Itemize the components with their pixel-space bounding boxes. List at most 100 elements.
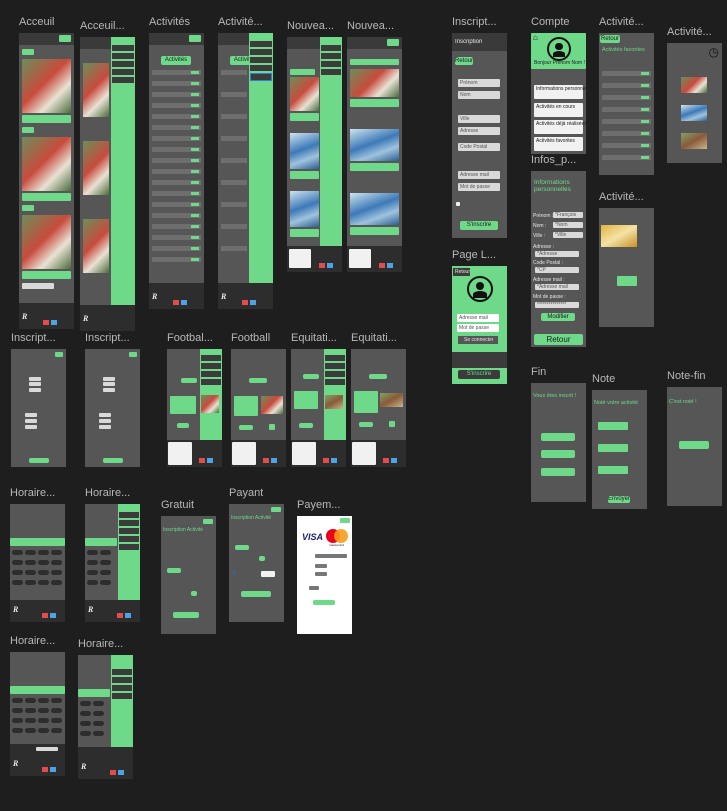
menu-item[interactable] (321, 61, 341, 67)
activity-row[interactable] (602, 155, 651, 160)
frame-compte[interactable]: Compte ⌂ Bonjour Prenom Nom ! Informatio… (531, 16, 586, 154)
slot[interactable] (38, 580, 49, 585)
activity-row[interactable] (602, 107, 651, 112)
slot[interactable] (12, 698, 23, 703)
menu-item[interactable] (321, 69, 341, 75)
menu-item[interactable] (112, 669, 132, 675)
email-input[interactable]: Adresse mail (457, 314, 499, 322)
twitter-icon[interactable] (50, 767, 56, 772)
menu-item[interactable] (112, 693, 132, 699)
frame-football-2[interactable]: Football (231, 332, 286, 467)
slot[interactable] (80, 711, 91, 716)
menu-item[interactable] (112, 61, 134, 67)
slot[interactable] (100, 560, 111, 565)
activity-row[interactable] (152, 246, 201, 251)
activity-row[interactable] (602, 143, 651, 148)
slot[interactable] (25, 550, 36, 555)
nom-input[interactable]: Nom (458, 91, 500, 99)
mail-icon[interactable] (117, 613, 123, 618)
menu-button[interactable] (387, 39, 399, 46)
activity-row[interactable] (221, 114, 247, 119)
frame-note[interactable]: Note Noté votre activité Envoyer (592, 373, 647, 509)
submit-button[interactable] (103, 458, 123, 463)
slot[interactable] (25, 560, 36, 565)
twitter-icon[interactable] (327, 263, 333, 268)
activity-photo[interactable] (22, 215, 71, 269)
slot[interactable] (12, 580, 23, 585)
menu-item[interactable] (325, 355, 345, 361)
form-input[interactable] (25, 425, 37, 429)
form-input[interactable] (103, 377, 115, 381)
password-input[interactable]: Mot de passe (458, 183, 500, 191)
frame-activites-3[interactable]: Activité... Retour Activités favorites (599, 16, 654, 175)
activity-row[interactable] (221, 180, 247, 185)
mail-icon[interactable] (242, 300, 248, 305)
menu-item[interactable] (250, 49, 272, 55)
email-value[interactable]: *Adresse mail (535, 284, 579, 290)
slot[interactable] (12, 550, 23, 555)
slot[interactable] (100, 550, 111, 555)
menu-item[interactable] (112, 45, 134, 51)
newsletter-input[interactable] (22, 283, 54, 289)
slot[interactable] (25, 570, 36, 575)
activity-row[interactable] (152, 125, 201, 130)
activity-row[interactable] (152, 92, 201, 97)
frame-nouveau-1[interactable]: Nouvea... (287, 20, 342, 272)
slot[interactable] (12, 708, 23, 713)
menu-item[interactable] (325, 371, 345, 377)
slot[interactable] (25, 580, 36, 585)
menu-item[interactable] (119, 536, 139, 542)
activity-photo[interactable] (325, 395, 343, 409)
slot[interactable] (38, 570, 49, 575)
modify-button[interactable]: Modifier (541, 313, 575, 321)
prenom-input[interactable]: Prénom (458, 79, 500, 87)
twitter-icon[interactable] (50, 613, 56, 618)
frame-horaire-4[interactable]: Horaire... R (78, 638, 133, 779)
twitter-icon[interactable] (118, 770, 124, 775)
visa-logo[interactable]: VISA (302, 532, 324, 542)
activity-row[interactable] (602, 131, 651, 136)
frame-payant[interactable]: Payant Inscription Activité P (229, 487, 284, 622)
menu-button[interactable] (271, 507, 281, 512)
slot[interactable] (51, 580, 62, 585)
cp-value[interactable]: *CP (535, 267, 579, 273)
activity-photo[interactable] (83, 219, 109, 273)
frame-football-1[interactable]: Footbal... (167, 332, 222, 467)
card-number-input[interactable] (315, 554, 347, 558)
slot[interactable] (93, 721, 104, 726)
activity-row[interactable] (152, 114, 201, 119)
password-value[interactable]: *************** (535, 302, 579, 308)
menu-button[interactable] (340, 518, 350, 523)
slot[interactable] (38, 728, 49, 733)
menu-button[interactable] (55, 352, 63, 357)
submit-button[interactable]: S'inscrire (460, 221, 498, 230)
action-button[interactable] (679, 441, 709, 449)
activity-row[interactable] (602, 95, 651, 100)
connect-button[interactable]: Se connecter (458, 336, 498, 344)
newsletter-input[interactable] (36, 747, 58, 751)
activity-row[interactable] (221, 158, 247, 163)
menu-item[interactable] (112, 77, 134, 83)
slot[interactable] (12, 728, 23, 733)
frame-horaire-3[interactable]: Horaire... R (10, 635, 65, 776)
option-button[interactable] (235, 545, 249, 550)
activity-row[interactable] (152, 202, 201, 207)
menu-item[interactable] (112, 677, 132, 683)
slot[interactable] (12, 718, 23, 723)
activity-row[interactable] (152, 235, 201, 240)
signup-button[interactable] (359, 422, 373, 427)
frame-acceuil-2[interactable]: Acceuil... R (80, 20, 135, 331)
activity-photo[interactable] (681, 105, 707, 121)
activity-row[interactable] (152, 103, 201, 108)
frame-horaire-2[interactable]: Horaire... R (85, 487, 140, 622)
slot[interactable] (25, 728, 36, 733)
menu-button[interactable] (129, 352, 137, 357)
activity-row[interactable] (152, 136, 201, 141)
menu-item[interactable] (112, 69, 134, 75)
form-input[interactable] (103, 388, 115, 392)
slot[interactable] (80, 731, 91, 736)
menu-activites-realisees[interactable]: Activités déjà réalisées (534, 120, 586, 134)
slot[interactable] (51, 708, 62, 713)
activity-row[interactable] (152, 147, 201, 152)
slot[interactable] (38, 708, 49, 713)
